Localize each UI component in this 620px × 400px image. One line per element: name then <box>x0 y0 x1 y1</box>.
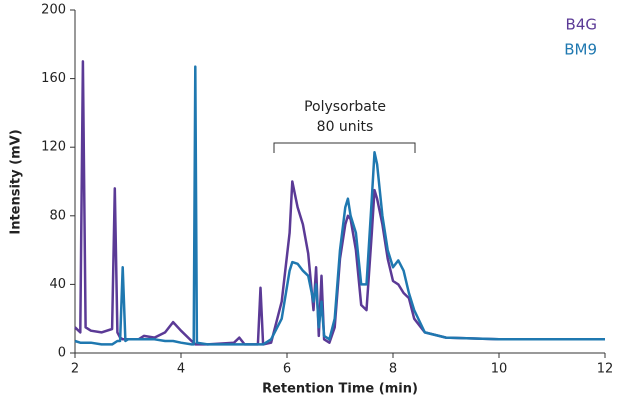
y-tick-label: 80 <box>49 208 66 223</box>
y-tick-label: 160 <box>41 71 66 86</box>
legend-label: BM9 <box>564 41 597 59</box>
x-tick-label: 4 <box>177 362 185 377</box>
legend-label: B4G <box>566 16 597 34</box>
x-tick-label: 12 <box>597 362 614 377</box>
bracket <box>273 142 416 153</box>
y-tick-label: 0 <box>58 346 66 361</box>
annotation: Polysorbate <box>304 99 386 115</box>
x-tick-label: 6 <box>283 362 291 377</box>
x-tick-label: 10 <box>491 362 508 377</box>
x-tick-label: 2 <box>71 362 79 377</box>
x-axis-title: Retention Time (min) <box>262 382 418 397</box>
y-tick-label: 120 <box>41 140 66 155</box>
series-line <box>74 65 605 346</box>
y-axis-title: Intensity (mV) <box>9 129 24 234</box>
y-tick-label: 200 <box>41 3 66 18</box>
x-tick-label: 8 <box>389 362 397 377</box>
annotation: 80 units <box>317 119 374 135</box>
y-tick-label: 40 <box>49 277 66 292</box>
